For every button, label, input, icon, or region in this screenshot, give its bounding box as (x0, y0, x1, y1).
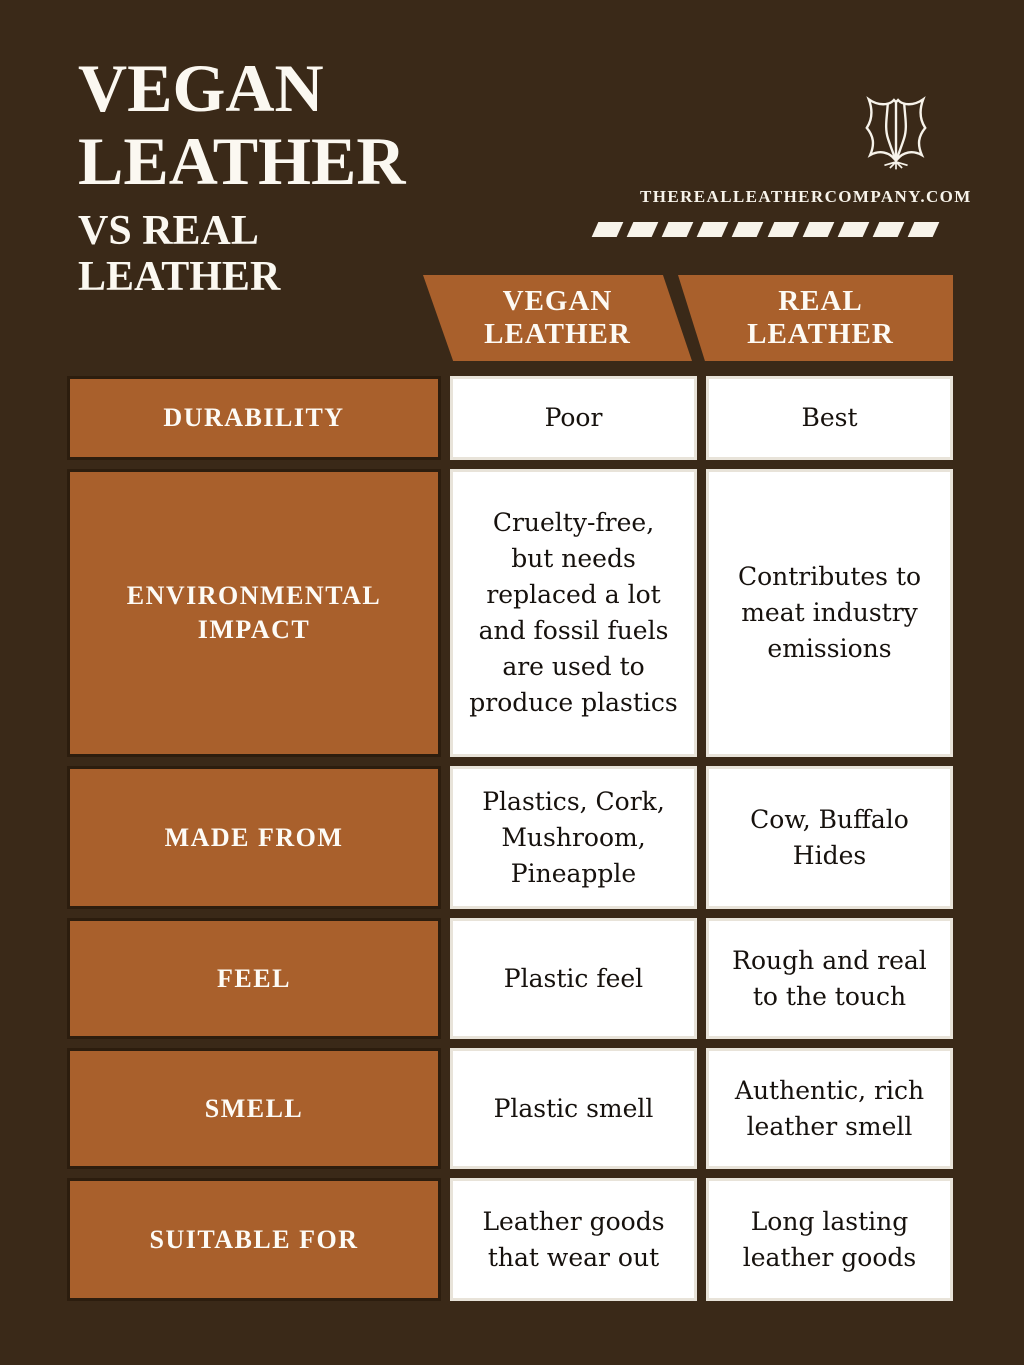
divider-dash (802, 222, 834, 237)
smell-vegan-value: Plastic smell (450, 1048, 697, 1169)
row-label-feel: FEEL (67, 918, 441, 1039)
divider-dash (626, 222, 659, 237)
vegan-header-line-2: LEATHER (484, 318, 631, 350)
divider-dash (661, 222, 694, 237)
divider-dash (872, 222, 905, 237)
feel-vegan-value: Plastic feel (450, 918, 697, 1039)
feel-real-value: Rough and real to the touch (706, 918, 953, 1039)
page-subtitle: VS REAL LEATHER (78, 208, 405, 300)
row-label-smell: SMELL (67, 1048, 441, 1169)
comparison-table: DURABILITY Poor Best ENVIRONMENTAL IMPAC… (67, 376, 953, 1301)
page-title: VEGAN LEATHER VS REAL LEATHER (78, 50, 406, 301)
dashed-divider (591, 222, 940, 237)
row-label-made-from: MADE FROM (67, 766, 441, 909)
title-line-2: LEATHER (78, 123, 406, 199)
row-label-durability: DURABILITY (67, 376, 441, 460)
subtitle-line-2: LEATHER (78, 254, 281, 300)
made-from-vegan-value: Plastics, Cork, Mushroom, Pineapple (450, 766, 697, 909)
divider-dash (591, 222, 624, 237)
subtitle-line-1: VS REAL (78, 208, 259, 254)
row-label-environmental-impact: ENVIRONMENTAL IMPACT (67, 469, 441, 757)
made-from-real-value: Cow, Buffalo Hides (706, 766, 953, 909)
smell-real-value: Authentic, rich leather smell (706, 1048, 953, 1169)
title-line-1: VEGAN (78, 50, 324, 126)
real-header-line-1: REAL (778, 285, 863, 317)
column-header-vegan-leather: VEGAN LEATHER (423, 275, 692, 361)
divider-dash (696, 222, 729, 237)
environmental-impact-real-value: Contributes to meat industry emissions (706, 469, 953, 757)
suitable-for-vegan-value: Leather goods that wear out (450, 1178, 697, 1301)
divider-dash (907, 222, 940, 237)
divider-dash (837, 222, 870, 237)
durability-vegan-value: Poor (450, 376, 697, 460)
divider-dash (767, 222, 799, 237)
row-label-suitable-for: SUITABLE FOR (67, 1178, 441, 1301)
website-url[interactable]: THEREALLEATHERCOMPANY.COM (640, 187, 972, 206)
suitable-for-real-value: Long lasting leather goods (706, 1178, 953, 1301)
vegan-header-line-1: VEGAN (502, 285, 613, 317)
divider-dash (732, 222, 764, 237)
real-header-line-2: LEATHER (747, 318, 894, 350)
leather-hide-icon (865, 96, 927, 170)
durability-real-value: Best (706, 376, 953, 460)
environmental-impact-vegan-value: Cruelty-free, but needs replaced a lot a… (450, 469, 697, 757)
column-header-real-leather: REAL LEATHER (678, 275, 953, 361)
